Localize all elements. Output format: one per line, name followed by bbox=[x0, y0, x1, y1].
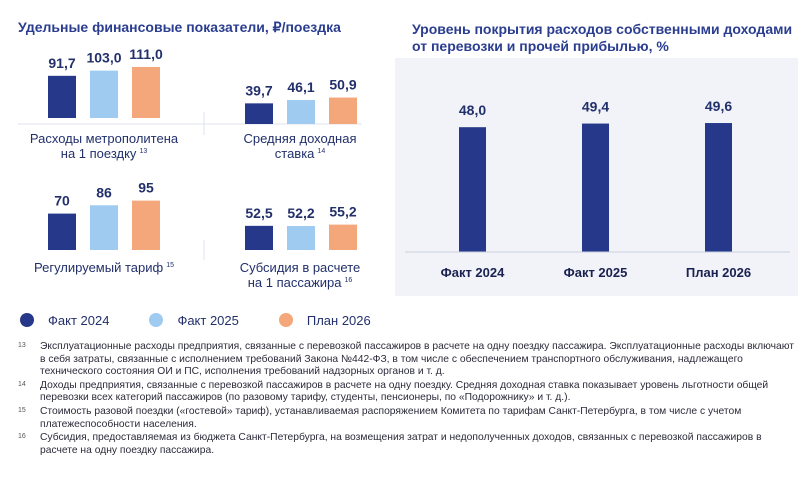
footnote-text: Субсидия, предоставляемая из бюджета Сан… bbox=[40, 432, 762, 456]
bar-coverage-fakt-2024 bbox=[459, 127, 486, 252]
category-label: на 1 пассажира 16 bbox=[248, 275, 353, 290]
chart-coverage-level: 48,0 Факт 2024 49,4 Факт 2025 49,6 План 2026 bbox=[405, 98, 790, 280]
bar-plan-2026 bbox=[329, 224, 357, 250]
footnote-text: Стоимость разовой поездки («гостевой» та… bbox=[40, 405, 742, 430]
legend-label-fakt-2024: Факт 2024 bbox=[48, 312, 110, 328]
bar-value-label: 86 bbox=[96, 184, 112, 200]
bar-value-label: 49,6 bbox=[705, 98, 732, 114]
footnote-13: 13 Эксплуатационные расходы предприятия,… bbox=[18, 341, 798, 379]
legend-label-fakt-2025: Факт 2025 bbox=[177, 312, 239, 328]
footnote-number: 14 bbox=[18, 380, 26, 388]
bar-value-label: 91,7 bbox=[48, 55, 75, 71]
legend-dot-plan-2026 bbox=[278, 313, 293, 327]
bar-fakt-2025 bbox=[90, 205, 118, 250]
bar-value-label: 70 bbox=[54, 193, 70, 209]
footnote-number: 13 bbox=[18, 342, 26, 349]
footnotes: 13 Эксплуатационные расходы предприятия,… bbox=[18, 341, 798, 458]
footnote-reference: 16 bbox=[344, 277, 352, 284]
footnote-15: 15 Стоимость разовой поездки («гостевой»… bbox=[18, 406, 798, 431]
bar-plan-2026 bbox=[329, 97, 357, 124]
category-label: на 1 поездку 13 bbox=[61, 146, 148, 161]
bar-plan-2026 bbox=[132, 200, 160, 250]
footnote-number: 15 bbox=[18, 406, 26, 414]
bar-value-label: 46,1 bbox=[287, 79, 314, 95]
footnote-reference: 14 bbox=[317, 148, 325, 155]
bar-value-label: 39,7 bbox=[245, 82, 272, 98]
right-chart-title-line-1: Уровень покрытия расходов собственными д… bbox=[412, 21, 793, 37]
footnote-reference: 13 bbox=[139, 148, 147, 155]
footnote-text: Эксплуатационные расходы предприятия, св… bbox=[40, 341, 794, 378]
legend-dot-fakt-2025 bbox=[149, 313, 164, 327]
category-label: ставка 14 bbox=[275, 146, 326, 161]
bar-coverage-fakt-2025 bbox=[582, 123, 609, 252]
bar-coverage-plan-2026 bbox=[705, 123, 732, 252]
footnote-14: 14 Доходы предприятия, связанные с перев… bbox=[18, 380, 798, 405]
category-label: Средняя доходная bbox=[243, 131, 356, 146]
bar-fakt-2024 bbox=[245, 225, 273, 250]
bar-value-label: 52,2 bbox=[287, 205, 314, 221]
bar-value-label: 48,0 bbox=[459, 102, 486, 118]
legend-item-fakt-2024: Факт 2024 bbox=[20, 313, 109, 328]
category-label: Регулируемый тариф 15 bbox=[34, 260, 174, 275]
chart-regulated-tariff: 70 86 95 Регулируемый тариф 15 bbox=[34, 180, 174, 275]
legend-dot-fakt-2024 bbox=[20, 313, 34, 327]
footnote-reference: 15 bbox=[166, 262, 174, 269]
bar-fakt-2024 bbox=[245, 103, 273, 124]
right-chart-title: Уровень покрытия расходов собственными д… bbox=[412, 21, 792, 55]
bar-fakt-2025 bbox=[287, 225, 315, 250]
category-label: Субсидия в расчете bbox=[240, 260, 361, 275]
x-tick-label: Факт 2024 bbox=[441, 265, 506, 280]
bar-fakt-2024 bbox=[48, 75, 76, 118]
x-tick-label: Факт 2025 bbox=[564, 265, 628, 280]
bar-value-label: 52,5 bbox=[245, 205, 272, 221]
legend-item-plan-2026: План 2026 bbox=[278, 312, 371, 328]
bar-value-label: 50,9 bbox=[329, 77, 356, 93]
footnote-number: 16 bbox=[18, 433, 26, 441]
right-chart-title-line-2: от перевозки и прочей прибылью, % bbox=[412, 38, 669, 54]
x-tick-label: План 2026 bbox=[686, 265, 751, 280]
footnote-text: Доходы предприятия, связанные с перевозк… bbox=[40, 379, 769, 404]
footnote-16: 16 Субсидия, предоставляемая из бюджета … bbox=[18, 432, 798, 457]
left-chart-title: Удельные финансовые показатели, ₽/поездк… bbox=[18, 19, 341, 35]
bar-value-label: 103,0 bbox=[86, 50, 121, 66]
bar-value-label: 49,4 bbox=[582, 99, 609, 115]
category-label: Расходы метрополитена bbox=[30, 131, 179, 146]
bar-fakt-2025 bbox=[287, 100, 315, 124]
legend: Факт 2024 Факт 2025 План 2026 bbox=[20, 310, 411, 330]
legend-item-fakt-2025: Факт 2025 bbox=[149, 312, 239, 328]
bar-value-label: 55,2 bbox=[329, 204, 356, 220]
legend-label-plan-2026: План 2026 bbox=[306, 312, 371, 328]
bar-value-label: 95 bbox=[138, 180, 154, 196]
bar-plan-2026 bbox=[132, 66, 160, 118]
bar-fakt-2024 bbox=[48, 213, 76, 250]
bar-value-label: 111,0 bbox=[129, 46, 163, 62]
bar-fakt-2025 bbox=[90, 70, 118, 118]
